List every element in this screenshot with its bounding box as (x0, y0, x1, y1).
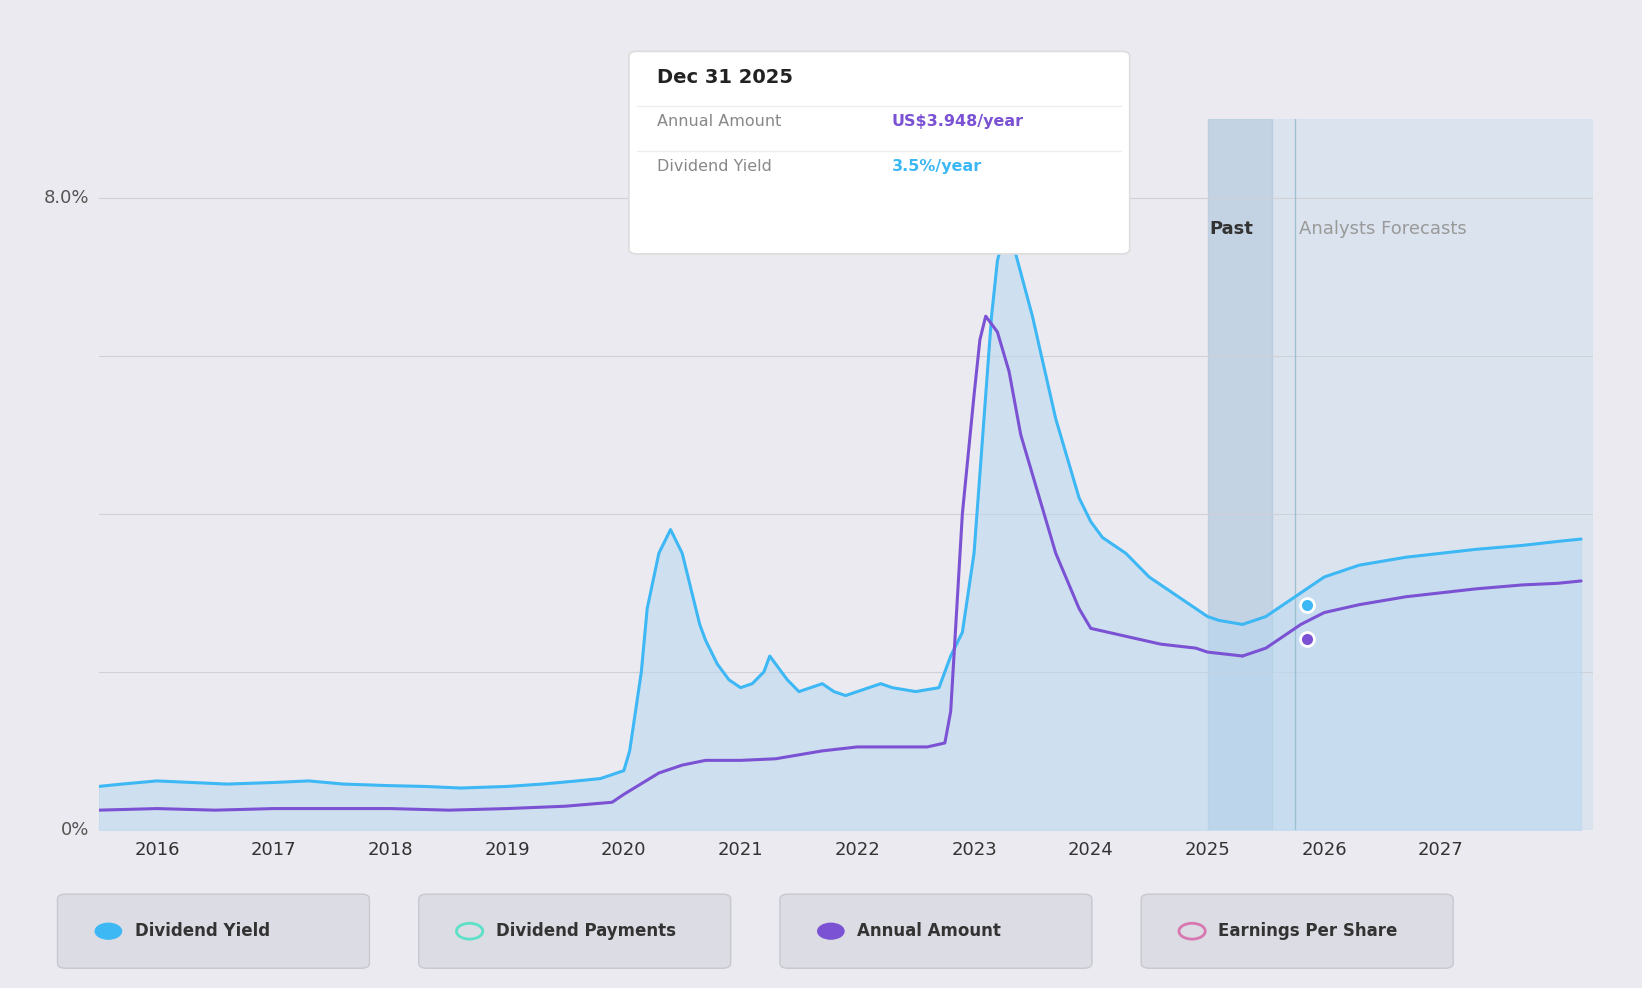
Text: Earnings Per Share: Earnings Per Share (1218, 922, 1397, 941)
Bar (1207, 119, 1271, 830)
Text: 3.5%/year: 3.5%/year (892, 159, 982, 174)
Text: 0%: 0% (61, 821, 89, 839)
Text: Analysts Forecasts: Analysts Forecasts (1299, 220, 1466, 238)
Text: Past: Past (1209, 220, 1253, 238)
Text: Dividend Yield: Dividend Yield (657, 159, 772, 174)
Text: Dec 31 2025: Dec 31 2025 (657, 68, 793, 87)
Text: Annual Amount: Annual Amount (857, 922, 1002, 941)
Text: Dividend Yield: Dividend Yield (135, 922, 269, 941)
Text: Dividend Payments: Dividend Payments (496, 922, 677, 941)
Text: Annual Amount: Annual Amount (657, 114, 782, 128)
Text: 8.0%: 8.0% (44, 189, 89, 206)
Text: US$3.948/year: US$3.948/year (892, 114, 1023, 128)
Bar (1271, 119, 1593, 830)
